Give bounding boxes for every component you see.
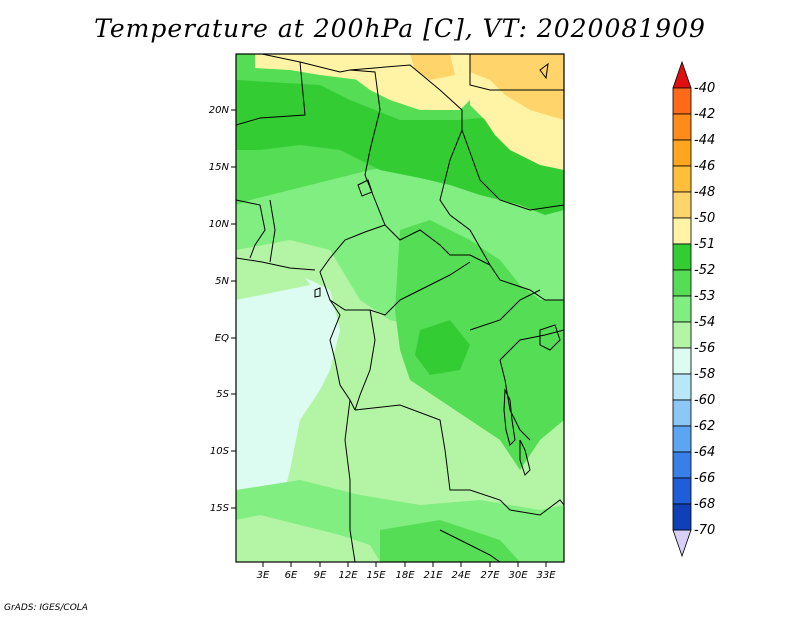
colorbar-cell <box>672 373 692 401</box>
colorbar-label: -58 <box>694 367 715 382</box>
colorbar-label: -60 <box>694 393 715 408</box>
colorbar-label: -51 <box>694 237 715 252</box>
colorbar-label: -42 <box>694 107 715 122</box>
colorbar-label: -50 <box>694 211 715 226</box>
lat-label: 20N <box>209 105 230 116</box>
colorbar: -40 -42 -44 -46 -48 -50 -51 -52 -53 -54 … <box>672 60 715 558</box>
colorbar-cell <box>672 295 692 323</box>
lat-label: EQ <box>215 333 229 344</box>
colorbar-cell <box>672 451 692 479</box>
colorbar-label: -56 <box>694 341 715 356</box>
colorbar-cell <box>672 347 692 375</box>
colorbar-label: -52 <box>694 263 715 278</box>
lon-label: 30E <box>508 570 528 581</box>
colorbar-cell <box>672 165 692 193</box>
colorbar-cell <box>672 269 692 297</box>
colorbar-cell <box>672 217 692 245</box>
lat-label: 15S <box>210 503 230 514</box>
colorbar-cell <box>672 321 692 349</box>
lon-label: 15E <box>366 570 386 581</box>
colorbar-cell <box>672 139 692 167</box>
colorbar-cell <box>672 87 692 115</box>
colorbar-label: -46 <box>694 159 715 174</box>
lon-label: 12E <box>338 570 358 581</box>
lat-label: 15N <box>209 162 230 173</box>
temperature-field <box>236 54 564 562</box>
colorbar-label: -40 <box>694 81 715 96</box>
colorbar-label: -70 <box>694 523 715 538</box>
lon-label: 18E <box>395 570 415 581</box>
lon-axis: 3E 6E 9E 12E 15E 18E 21E 24E 27E 30E 33E <box>257 562 556 581</box>
country-borders <box>236 54 564 562</box>
lat-axis: 20N 15N 10N 5N EQ 5S 10S 15S <box>209 105 236 514</box>
colorbar-cell <box>672 243 692 271</box>
colorbar-label: -66 <box>694 471 715 486</box>
chart-title: Temperature at 200hPa [C], VT: 202008190… <box>94 14 706 43</box>
lon-label: 6E <box>285 570 298 581</box>
lat-label: 10S <box>210 446 230 457</box>
lat-label: 10N <box>209 219 230 230</box>
colorbar-top-arrow <box>672 60 692 89</box>
lon-label: 3E <box>257 570 270 581</box>
lon-label: 9E <box>314 570 327 581</box>
colorbar-label: -68 <box>694 497 715 512</box>
colorbar-label: -64 <box>694 445 715 460</box>
colorbar-label: -54 <box>694 315 715 330</box>
lat-label: 5S <box>216 389 229 400</box>
lakes <box>314 62 561 476</box>
colorbar-cell <box>672 399 692 427</box>
lon-label: 21E <box>423 570 443 581</box>
colorbar-cell <box>672 477 692 505</box>
colorbar-bottom-arrow <box>672 529 692 558</box>
colorbar-cell <box>672 191 692 219</box>
colorbar-cell <box>672 503 692 531</box>
grads-credit: GrADS: IGES/COLA <box>4 603 88 613</box>
lat-label: 5N <box>215 276 229 287</box>
colorbar-label: -62 <box>694 419 715 434</box>
lon-label: 24E <box>451 570 471 581</box>
map-frame <box>235 53 565 563</box>
colorbar-cell <box>672 113 692 141</box>
lon-label: 33E <box>536 570 556 581</box>
colorbar-cell <box>672 425 692 453</box>
colorbar-label: -53 <box>694 289 715 304</box>
colorbar-label: -48 <box>694 185 715 200</box>
lon-label: 27E <box>480 570 500 581</box>
colorbar-label: -44 <box>694 133 715 148</box>
